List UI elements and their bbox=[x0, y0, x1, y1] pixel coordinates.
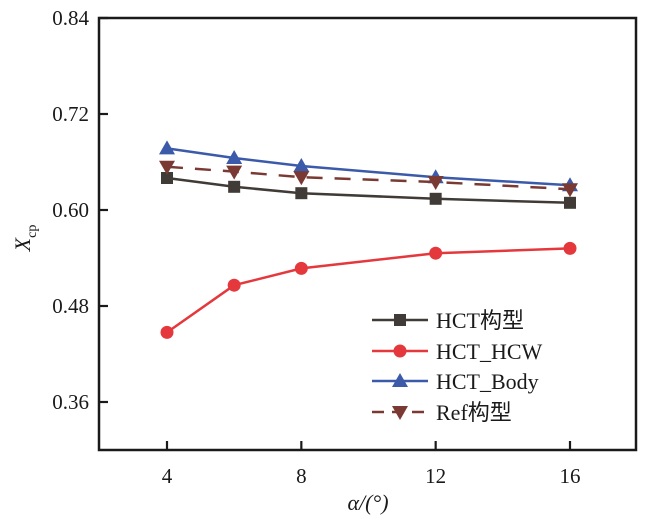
legend-label: HCT构型 bbox=[436, 308, 524, 333]
data-point bbox=[563, 241, 577, 255]
y-tick-label: 0.72 bbox=[52, 102, 89, 126]
legend-marker bbox=[392, 373, 408, 387]
legend-marker bbox=[393, 344, 407, 358]
x-axis-title: α/(°) bbox=[347, 490, 388, 515]
series-3 bbox=[159, 160, 578, 198]
legend-label: HCT_HCW bbox=[436, 339, 543, 364]
data-point bbox=[226, 150, 243, 164]
data-point bbox=[293, 158, 310, 172]
data-point bbox=[427, 176, 444, 190]
data-point bbox=[227, 278, 241, 292]
series-1 bbox=[160, 241, 577, 339]
series-0 bbox=[161, 172, 576, 209]
data-point bbox=[159, 140, 175, 155]
y-axis-title-main: X bbox=[10, 236, 35, 252]
x-tick-label: 4 bbox=[162, 464, 173, 488]
series-2 bbox=[159, 140, 578, 192]
y-tick-label: 0.36 bbox=[52, 390, 89, 414]
data-point bbox=[564, 196, 576, 209]
y-tick-label: 0.48 bbox=[52, 294, 89, 318]
svg-text:Xcp: Xcp bbox=[10, 225, 40, 253]
data-point bbox=[160, 325, 174, 339]
legend-item: HCT构型 bbox=[372, 308, 524, 333]
x-tick-label: 16 bbox=[560, 464, 581, 488]
data-point bbox=[429, 246, 443, 260]
legend-marker bbox=[394, 314, 406, 326]
data-point bbox=[562, 183, 578, 198]
legend-marker bbox=[392, 406, 408, 420]
data-point bbox=[293, 171, 310, 186]
y-tick-label: 0.84 bbox=[52, 6, 89, 30]
legend-item: Ref构型 bbox=[372, 400, 512, 425]
data-point bbox=[161, 172, 173, 184]
legend-item: HCT_Body bbox=[372, 369, 539, 394]
legend: HCT构型 HCT_HCW HCT_Body Ref构型 bbox=[372, 308, 543, 425]
plot-frame bbox=[97, 16, 638, 452]
series-line bbox=[166, 165, 571, 191]
legend-item: HCT_HCW bbox=[372, 339, 543, 364]
y-axis-title: Xcp bbox=[10, 225, 40, 253]
x-tick-label: 8 bbox=[296, 464, 307, 488]
legend-label: Ref构型 bbox=[436, 400, 512, 425]
y-tick-label: 0.60 bbox=[52, 198, 89, 222]
data-point bbox=[294, 261, 308, 275]
y-axis-title-subscript: cp bbox=[25, 225, 40, 238]
data-point bbox=[429, 192, 442, 205]
data-point bbox=[159, 160, 175, 175]
data-point bbox=[226, 165, 243, 180]
data-point bbox=[228, 180, 241, 193]
x-tick-label: 12 bbox=[425, 464, 446, 488]
data-point bbox=[295, 187, 308, 200]
legend-label: HCT_Body bbox=[436, 369, 539, 394]
